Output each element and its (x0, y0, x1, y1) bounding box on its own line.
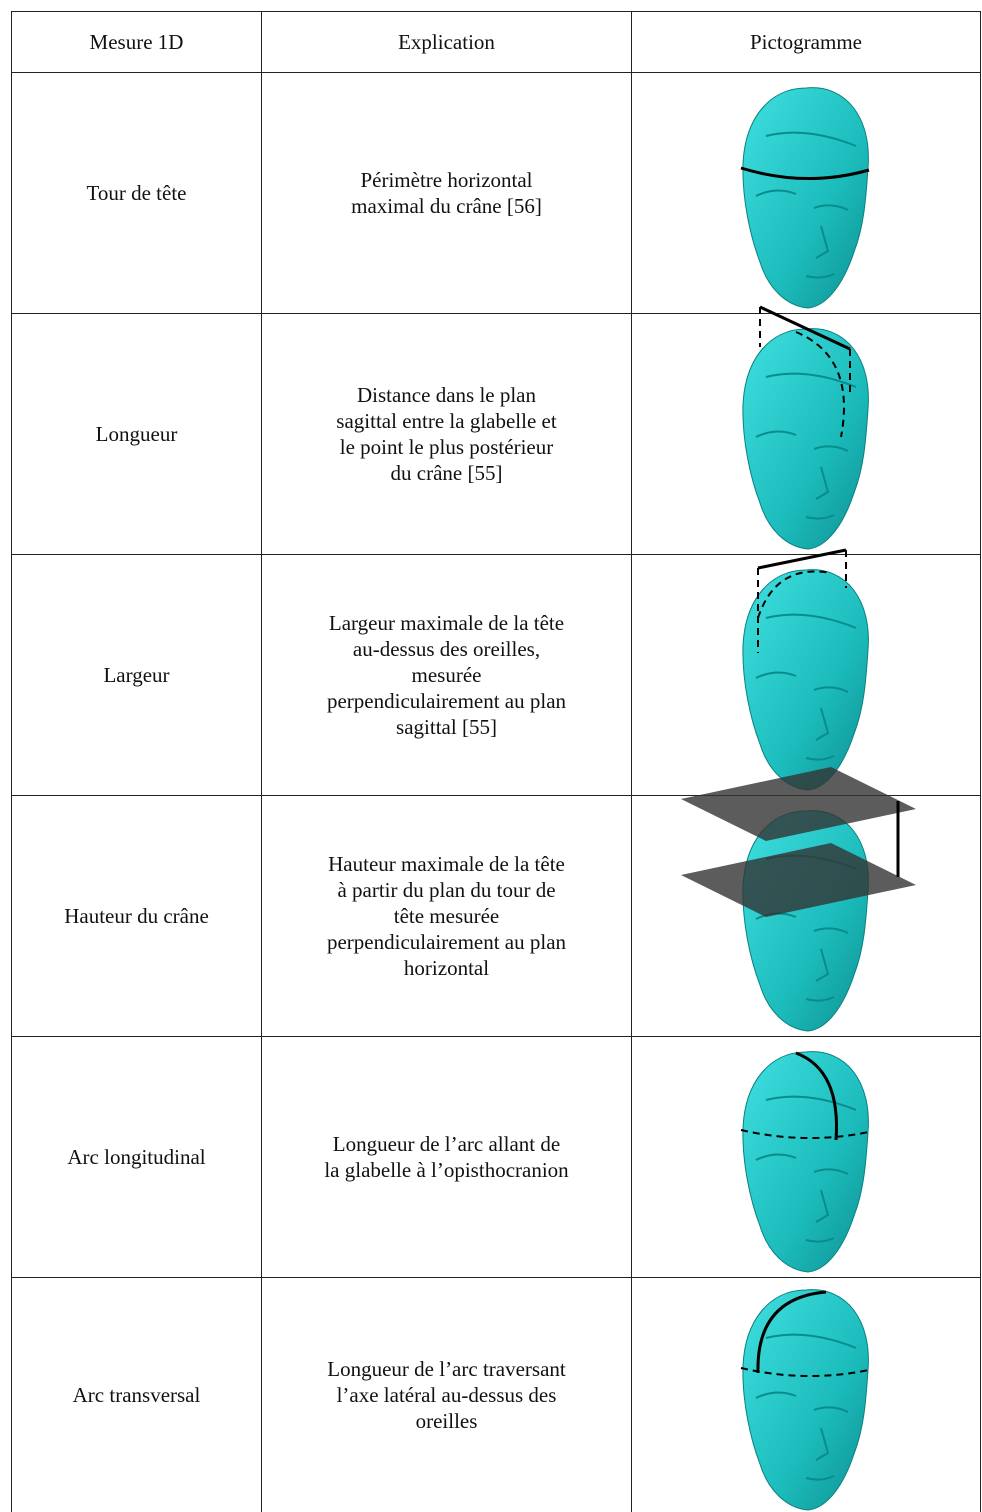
pictogram-cell (632, 314, 981, 555)
measure-cell: Hauteur du crâne (12, 796, 262, 1037)
row: Arc transversal Longueur de l’arc traver… (12, 1278, 981, 1512)
header-cell: Pictogramme (632, 12, 981, 73)
pictogram-cell (632, 73, 981, 314)
explanation-line: la glabelle à l’opisthocranion (270, 1157, 623, 1183)
pictogram (736, 1040, 876, 1274)
measure-cell: Tour de tête (12, 73, 262, 314)
measure-cell: Arc transversal (12, 1278, 262, 1512)
explanation-line: le point le plus postérieur (270, 434, 623, 460)
explanation-line: Périmètre horizontal (270, 167, 623, 193)
explanation-line: du crâne [55] (270, 460, 623, 486)
explanation-line: Longueur de l’arc traversant (270, 1356, 623, 1382)
row: Hauteur du crâne Hauteur maximale de la … (12, 796, 981, 1037)
explanation-line: oreilles (270, 1408, 623, 1434)
explanation-line: perpendiculairement au plan (270, 688, 623, 714)
header-row: Mesure 1D Explication Pictogramme (12, 12, 981, 73)
explanation-line: Largeur maximale de la tête (270, 610, 623, 636)
explanation-line: maximal du crâne [56] (270, 193, 623, 219)
pictogram (736, 1278, 876, 1512)
explanation-line: tête mesurée (270, 903, 623, 929)
measure-table: Mesure 1D Explication Pictogramme Tour d… (11, 11, 981, 1512)
header-cell: Mesure 1D (12, 12, 262, 73)
explanation-line: horizontal (270, 955, 623, 981)
measure-cell: Arc longitudinal (12, 1037, 262, 1278)
explanation-line: Longueur de l’arc allant de (270, 1131, 623, 1157)
explanation-line: au-dessus des oreilles, (270, 636, 623, 662)
pictogram-cell (632, 796, 981, 1037)
explanation-line: sagittal entre la glabelle et (270, 408, 623, 434)
pictogram (736, 76, 876, 310)
explanation-line: Hauteur maximale de la tête (270, 851, 623, 877)
explanation-line: à partir du plan du tour de (270, 877, 623, 903)
explanation-line: l’axe latéral au-dessus des (270, 1382, 623, 1408)
measure-cell: Longueur (12, 314, 262, 555)
pictogram-cell (632, 1037, 981, 1278)
pictogram (736, 799, 876, 1033)
pictogram (736, 317, 876, 551)
explanation-line: Distance dans le plan (270, 382, 623, 408)
measure-cell: Largeur (12, 555, 262, 796)
pictogram (736, 558, 876, 792)
explanation-line: mesurée (270, 662, 623, 688)
pictogram-cell (632, 1278, 981, 1512)
pictogram-cell (632, 555, 981, 796)
explanation-line: sagittal [55] (270, 714, 623, 740)
explanation-line: perpendiculairement au plan (270, 929, 623, 955)
row: Arc longitudinal Longueur de l’arc allan… (12, 1037, 981, 1278)
header-cell: Explication (262, 12, 632, 73)
